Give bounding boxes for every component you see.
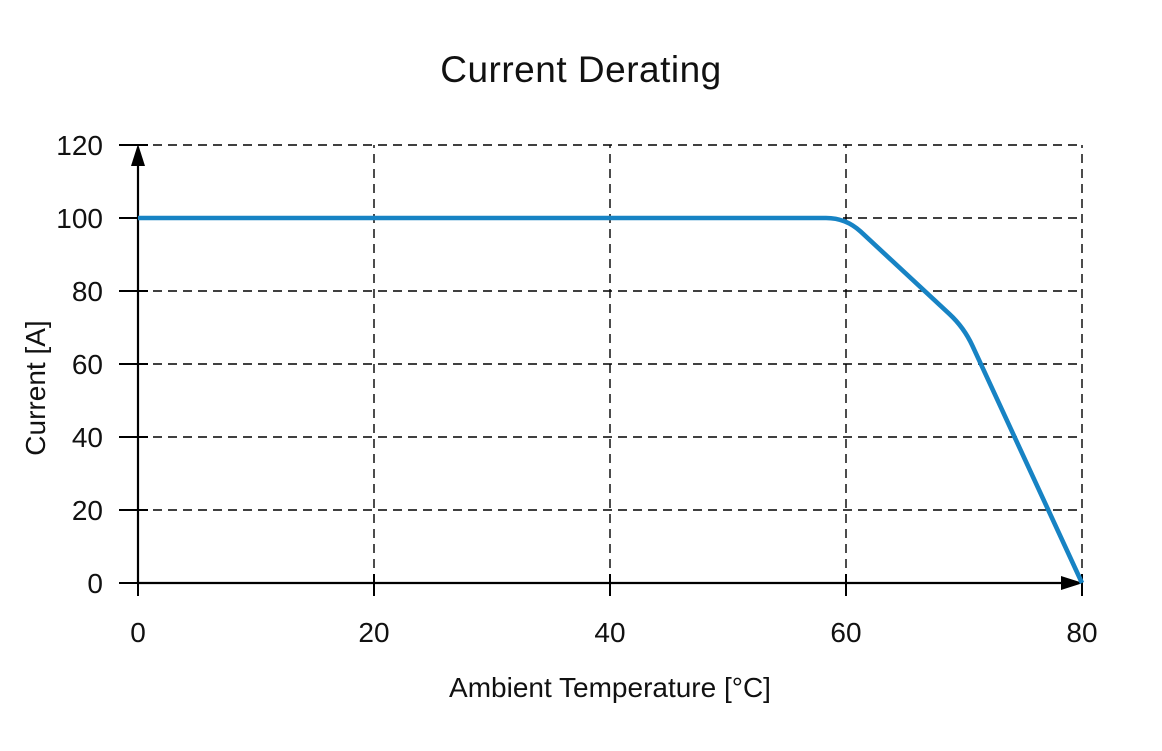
x-tick-label: 80 — [1066, 617, 1097, 648]
x-axis-title: Ambient Temperature [°C] — [449, 672, 771, 703]
x-tick-label: 20 — [358, 617, 389, 648]
y-tick-label: 100 — [56, 203, 103, 234]
x-tick-label: 40 — [594, 617, 625, 648]
x-tick-label: 60 — [830, 617, 861, 648]
y-axis-arrow-icon — [131, 144, 145, 166]
y-tick-label: 0 — [87, 568, 103, 599]
x-tick-label: 0 — [130, 617, 146, 648]
y-tick-label: 80 — [72, 276, 103, 307]
y-tick-label: 20 — [72, 495, 103, 526]
x-axis-arrow-icon — [1061, 576, 1083, 590]
y-tick-label: 60 — [72, 349, 103, 380]
derating-curve — [138, 215, 1085, 584]
y-tick-label: 120 — [56, 130, 103, 161]
chart-title: Current Derating — [440, 49, 722, 90]
y-tick-label: 40 — [72, 422, 103, 453]
